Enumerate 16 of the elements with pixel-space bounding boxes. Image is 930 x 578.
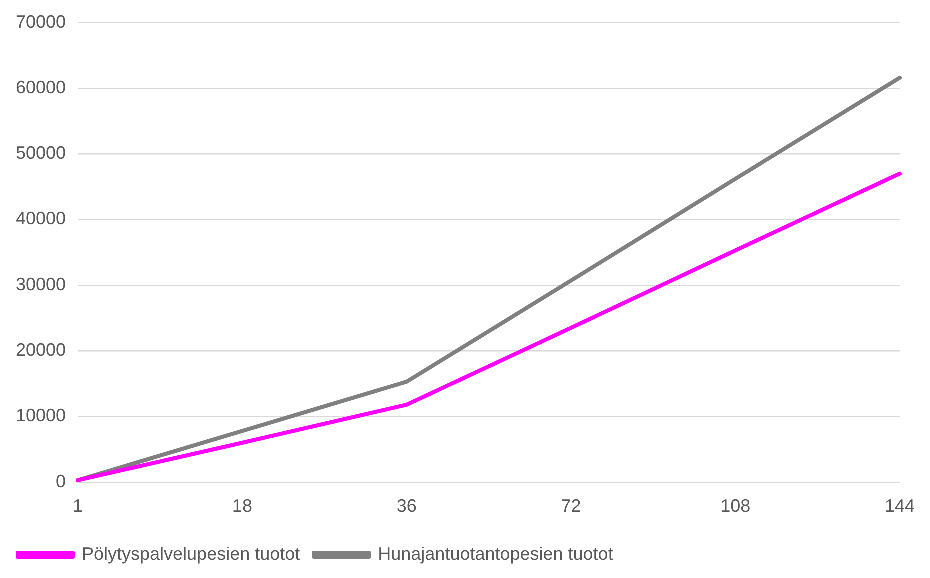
y-tick-label: 30000	[16, 274, 66, 294]
x-tick-label: 18	[232, 496, 252, 516]
x-tick-label: 1	[73, 496, 84, 516]
y-tick-label: 70000	[16, 12, 66, 32]
y-tick-label: 10000	[16, 406, 66, 426]
y-tick-label: 20000	[16, 340, 66, 360]
x-tick-label: 144	[884, 496, 916, 516]
legend-label: Hunajantuotantopesien tuotot	[378, 544, 614, 564]
x-tick-label: 36	[396, 496, 417, 516]
legend-label: Pölytyspalvelupesien tuotot	[82, 544, 300, 564]
y-tick-label: 40000	[16, 208, 66, 229]
y-tick-label: 0	[56, 471, 66, 492]
y-tick-label: 50000	[16, 143, 66, 164]
y-tick-label: 60000	[16, 77, 66, 98]
x-tick-label: 72	[561, 496, 582, 516]
x-tick-label: 108	[720, 496, 751, 516]
